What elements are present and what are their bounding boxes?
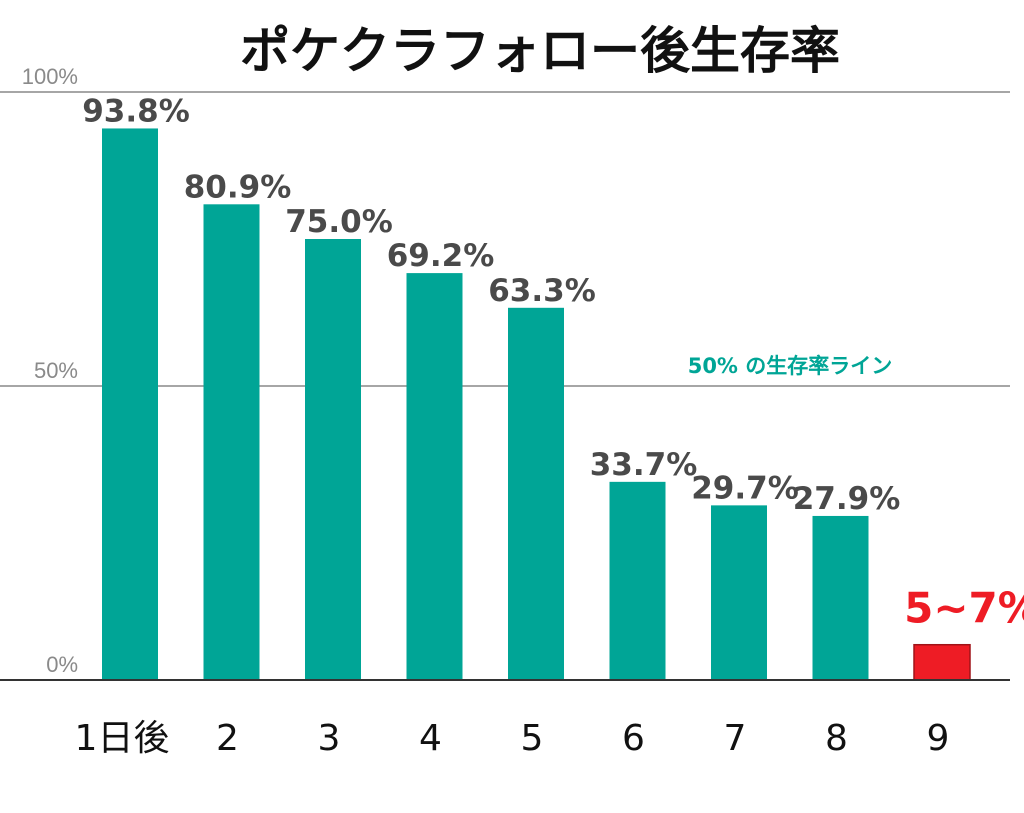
y-tick-label: 100%: [22, 64, 78, 89]
y-tick-label: 0%: [46, 652, 78, 677]
bar-2: [203, 204, 260, 681]
x-tick-label-2: 2: [216, 718, 239, 759]
x-tick-label-1: 1日後: [75, 718, 170, 759]
value-label-7: 29.7%: [691, 470, 799, 506]
value-label-6: 33.7%: [590, 447, 698, 483]
value-label-8: 27.9%: [793, 481, 901, 517]
value-label-9: 5~7%: [904, 584, 1024, 633]
bar-3: [305, 239, 361, 680]
bar-4: [406, 273, 463, 680]
bar-9: [913, 643, 971, 681]
reference-line-label: 50% の生存率ライン: [688, 354, 893, 378]
x-tick-label-5: 5: [521, 718, 544, 759]
chart-title: ポケクラフォロー後生存率: [240, 22, 840, 80]
bar-5: [508, 307, 564, 680]
value-label-3: 75.0%: [285, 204, 393, 240]
gridlines: [0, 91, 1010, 387]
x-tick-label-9: 9: [927, 718, 950, 759]
value-label-4: 69.2%: [387, 238, 495, 274]
bar-6: [609, 481, 666, 680]
value-label-1: 93.8%: [82, 93, 190, 129]
bar-8: [812, 515, 869, 680]
bar-7: [711, 505, 767, 680]
x-tick-label-8: 8: [825, 718, 848, 759]
value-label-2: 80.9%: [184, 169, 292, 205]
x-tick-label-6: 6: [622, 718, 645, 759]
x-tick-label-3: 3: [318, 718, 341, 759]
x-tick-label-4: 4: [419, 718, 442, 759]
value-labels: 93.8% 80.9%75.0%69.2%63.3% 33.7%29.7%27.9%…: [82, 93, 1024, 632]
y-axis-ticks: 0% 50% 100%: [22, 64, 78, 677]
bar-1: [102, 128, 158, 680]
x-tick-label-7: 7: [724, 718, 747, 759]
x-axis-labels: 1日後 2 3 4 5 6 7 8 9: [75, 718, 950, 759]
bars: [102, 128, 971, 681]
y-tick-label: 50%: [34, 358, 78, 383]
value-label-5: 63.3%: [488, 273, 596, 309]
